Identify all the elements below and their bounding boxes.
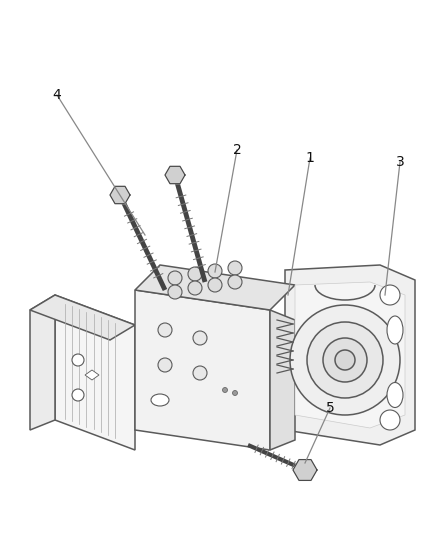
Circle shape: [223, 387, 227, 392]
Circle shape: [168, 271, 182, 285]
Circle shape: [72, 354, 84, 366]
Text: 4: 4: [53, 88, 61, 102]
Circle shape: [168, 285, 182, 299]
Polygon shape: [165, 166, 185, 184]
Circle shape: [233, 391, 237, 395]
Polygon shape: [285, 265, 415, 445]
Circle shape: [228, 261, 242, 275]
Polygon shape: [135, 290, 270, 450]
Polygon shape: [85, 370, 99, 380]
Polygon shape: [270, 310, 295, 450]
Circle shape: [323, 338, 367, 382]
Polygon shape: [30, 295, 55, 430]
Ellipse shape: [387, 383, 403, 408]
Circle shape: [188, 281, 202, 295]
Circle shape: [335, 350, 355, 370]
Text: 1: 1: [306, 151, 314, 165]
Polygon shape: [295, 282, 405, 428]
Ellipse shape: [387, 316, 403, 344]
Circle shape: [208, 264, 222, 278]
Circle shape: [158, 323, 172, 337]
Circle shape: [380, 410, 400, 430]
Circle shape: [188, 267, 202, 281]
Circle shape: [228, 275, 242, 289]
Circle shape: [380, 285, 400, 305]
Text: 3: 3: [396, 155, 404, 169]
Circle shape: [307, 322, 383, 398]
Polygon shape: [55, 295, 135, 450]
Polygon shape: [293, 459, 317, 480]
Polygon shape: [135, 265, 295, 310]
Circle shape: [193, 331, 207, 345]
Circle shape: [158, 358, 172, 372]
Circle shape: [193, 366, 207, 380]
Text: 2: 2: [233, 143, 241, 157]
Text: 5: 5: [325, 401, 334, 415]
Ellipse shape: [151, 394, 169, 406]
Polygon shape: [30, 295, 135, 340]
Circle shape: [290, 305, 400, 415]
Circle shape: [208, 278, 222, 292]
Circle shape: [72, 389, 84, 401]
Polygon shape: [110, 187, 130, 204]
